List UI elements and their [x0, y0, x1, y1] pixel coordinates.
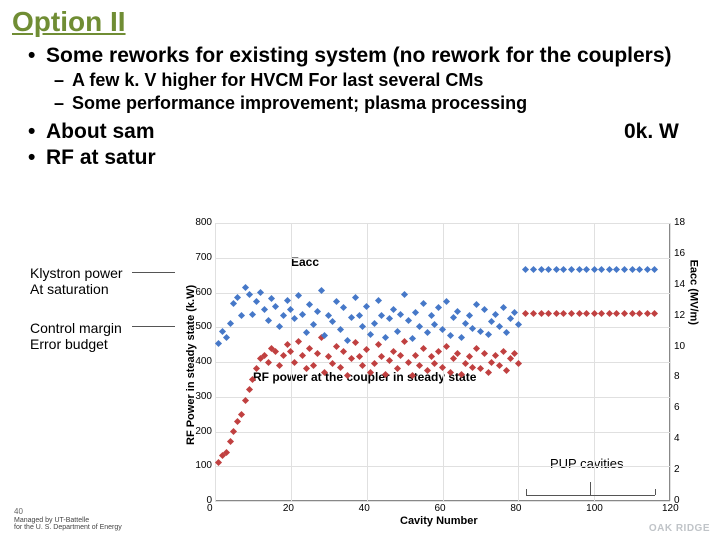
x-tick: 20	[283, 503, 294, 514]
y-tick: 400	[195, 356, 212, 367]
y2-tick: 6	[674, 402, 680, 413]
y-tick: 700	[195, 252, 212, 263]
y-tick: 500	[195, 321, 212, 332]
gridline-h	[215, 501, 670, 502]
y2-tick: 12	[674, 310, 685, 321]
annot-klystron-l1: Klystron power	[30, 265, 123, 281]
x-tick: 0	[207, 503, 213, 514]
chart: RF Power in steady state (k.W) Cavity Nu…	[175, 215, 705, 535]
gridline-v	[215, 223, 216, 501]
x-tick: 100	[586, 503, 603, 514]
bullet-2-frag1: About sam	[46, 120, 155, 143]
pup-tick	[526, 489, 527, 495]
footer-l2: for the U. S. Department of Energy	[14, 524, 122, 532]
y2-axis-label: Eacc (MV/m)	[687, 260, 699, 325]
gridline-v	[443, 223, 444, 501]
subbullet-2: Some performance improvement; plasma pro…	[54, 93, 720, 114]
gridline-v	[367, 223, 368, 501]
slide: Option II Some reworks for existing syst…	[0, 0, 720, 540]
y-tick: 800	[195, 217, 212, 228]
pup-label: PUP cavities	[550, 456, 623, 471]
bullet-list: Some reworks for existing system (no rew…	[0, 42, 720, 170]
slide-title: Option II	[0, 0, 720, 42]
bullet-2-line2: RF at satur	[28, 146, 720, 170]
y2-tick: 16	[674, 248, 685, 259]
x-tick: 80	[510, 503, 521, 514]
annot-control-margin: Control margin Error budget	[30, 320, 122, 352]
x-tick: 60	[435, 503, 446, 514]
annot-klystron-l2: At saturation	[30, 281, 123, 297]
footer: Managed by UT-Battelle for the U. S. Dep…	[14, 517, 122, 532]
footer-l1: Managed by UT-Battelle	[14, 517, 122, 525]
x-axis-label: Cavity Number	[400, 515, 478, 527]
bullet-1: Some reworks for existing system (no rew…	[28, 44, 720, 68]
y2-tick: 10	[674, 341, 685, 352]
y2-tick: 18	[674, 217, 685, 228]
y2-tick: 8	[674, 371, 680, 382]
bullet-2: About sam 0k. W	[28, 120, 720, 144]
gridline-v	[670, 223, 671, 501]
annot-klystron: Klystron power At saturation	[30, 265, 123, 297]
pup-tick	[655, 489, 656, 495]
y-tick: 200	[195, 426, 212, 437]
subbullet-1: A few k. V higher for HVCM For last seve…	[54, 70, 720, 91]
y-tick: 300	[195, 391, 212, 402]
pup-leader	[590, 482, 591, 495]
pup-bracket	[526, 495, 655, 496]
y2-tick: 2	[674, 464, 680, 475]
annot-cm-l1: Control margin	[30, 320, 122, 336]
y2-tick: 14	[674, 279, 685, 290]
oak-ridge-logo: OAK RIDGE	[649, 523, 710, 534]
annot-cm-l2: Error budget	[30, 336, 122, 352]
x-tick: 40	[359, 503, 370, 514]
y-tick: 600	[195, 287, 212, 298]
y-tick: 100	[195, 460, 212, 471]
bullet-2-frag2: 0k. W	[624, 120, 679, 144]
y2-tick: 4	[674, 433, 680, 444]
page-number: 40	[14, 507, 23, 516]
gridline-v	[594, 223, 595, 501]
y2-tick: 0	[674, 495, 680, 506]
